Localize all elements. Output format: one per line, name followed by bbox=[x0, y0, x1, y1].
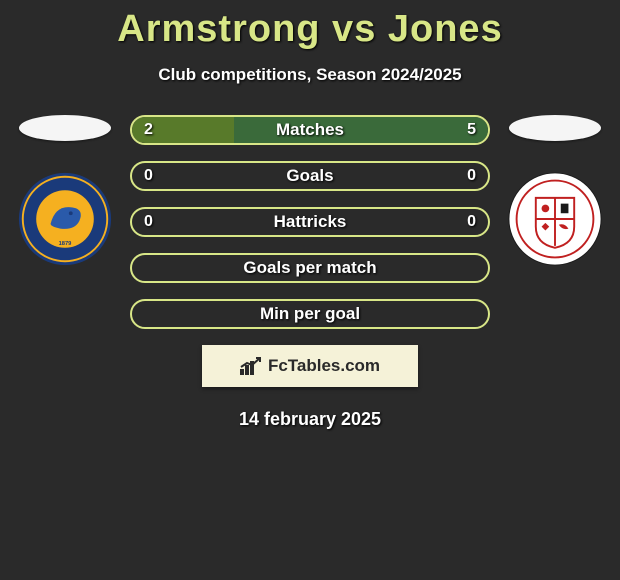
svg-text:1879: 1879 bbox=[59, 241, 72, 247]
stat-label: Goals per match bbox=[132, 255, 488, 281]
stat-bar-gpm: Goals per match bbox=[130, 253, 490, 283]
brand-text: FcTables.com bbox=[268, 356, 380, 376]
stat-right-value: 0 bbox=[455, 209, 488, 235]
stat-label: Min per goal bbox=[132, 301, 488, 327]
brand-chart-icon bbox=[240, 357, 262, 375]
stat-label: Matches bbox=[132, 117, 488, 143]
stat-bar-matches: 2 Matches 5 bbox=[130, 115, 490, 145]
left-column: 1879 bbox=[10, 115, 120, 267]
brand-box: FcTables.com bbox=[202, 345, 418, 387]
right-country-oval bbox=[509, 115, 601, 141]
stat-right-value: 5 bbox=[455, 117, 488, 143]
page-subtitle: Club competitions, Season 2024/2025 bbox=[0, 65, 620, 85]
footer-date: 14 february 2025 bbox=[0, 409, 620, 430]
main-row: 1879 2 Matches 5 0 Goals 0 bbox=[0, 115, 620, 387]
root: Armstrong vs Jones Club competitions, Se… bbox=[0, 0, 620, 430]
right-column bbox=[500, 115, 610, 267]
stat-bar-goals: 0 Goals 0 bbox=[130, 161, 490, 191]
right-team-badge bbox=[507, 171, 603, 267]
stat-label: Hattricks bbox=[132, 209, 488, 235]
left-country-oval bbox=[19, 115, 111, 141]
stats-column: 2 Matches 5 0 Goals 0 0 Hattricks 0 Goal… bbox=[120, 115, 500, 387]
badge-left-icon: 1879 bbox=[17, 171, 113, 267]
stat-bar-hattricks: 0 Hattricks 0 bbox=[130, 207, 490, 237]
badge-right-icon bbox=[507, 171, 603, 267]
stat-label: Goals bbox=[132, 163, 488, 189]
stat-right-value: 0 bbox=[455, 163, 488, 189]
left-team-badge: 1879 bbox=[17, 171, 113, 267]
stat-bar-mpg: Min per goal bbox=[130, 299, 490, 329]
page-title: Armstrong vs Jones bbox=[0, 0, 620, 51]
